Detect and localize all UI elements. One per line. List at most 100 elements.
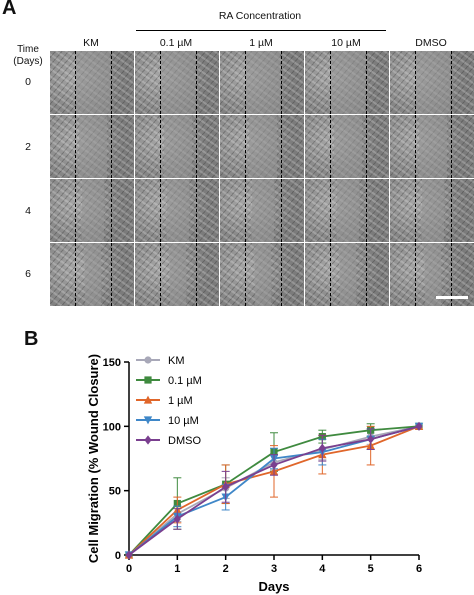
wound-gap bbox=[75, 51, 110, 114]
row-label-day-4: 4 bbox=[25, 205, 31, 217]
micrograph-tile bbox=[50, 51, 135, 115]
micrograph-tile bbox=[305, 243, 390, 307]
micrograph-tile bbox=[135, 179, 220, 243]
micrograph-tile bbox=[220, 179, 305, 243]
wound-edge-dashed-line bbox=[195, 243, 197, 306]
micrograph-grid bbox=[50, 51, 474, 307]
wound-gap bbox=[415, 51, 450, 114]
wound-edge-dashed-line bbox=[244, 51, 246, 114]
time-days-label: Time (Days) bbox=[10, 44, 46, 68]
micrograph-tile bbox=[50, 243, 135, 307]
x-tick-label: 6 bbox=[416, 563, 422, 575]
wound-edge-dashed-line bbox=[244, 243, 246, 306]
micrograph-tile bbox=[220, 51, 305, 115]
data-point bbox=[318, 443, 326, 453]
wound-edge-dashed-line bbox=[365, 115, 367, 178]
wound-edge-dashed-line bbox=[414, 51, 416, 114]
wound-edge-dashed-line bbox=[110, 243, 112, 306]
wound-gap bbox=[251, 179, 274, 242]
wound-edge-dashed-line bbox=[244, 179, 246, 242]
wound-gap bbox=[160, 51, 195, 114]
wound-edge-dashed-line bbox=[365, 179, 367, 242]
legend-marker bbox=[143, 395, 153, 404]
data-point bbox=[173, 514, 181, 524]
panel-b-letter: B bbox=[24, 328, 39, 350]
wound-gap bbox=[84, 243, 101, 306]
panel-a-letter: A bbox=[2, 0, 17, 19]
x-tick-label: 0 bbox=[126, 563, 132, 575]
row-label-day-0: 0 bbox=[25, 76, 31, 88]
micrograph-tile bbox=[220, 115, 305, 179]
legend-label: 0.1 µM bbox=[168, 375, 202, 387]
wound-edge-dashed-line bbox=[329, 115, 331, 178]
wound-gap bbox=[336, 179, 359, 242]
wound-gap bbox=[339, 243, 356, 306]
x-tick-label: 1 bbox=[174, 563, 180, 575]
wound-gap bbox=[418, 115, 447, 178]
micrograph-tile bbox=[135, 115, 220, 179]
wound-gap bbox=[78, 115, 107, 178]
wound-gap bbox=[248, 115, 277, 178]
wound-edge-dashed-line bbox=[110, 51, 112, 114]
wound-closure-chart: 0 50 100 150 0 1 2 3 4 5 6 Days Cell Migration (% Wo… bbox=[86, 354, 424, 594]
micrograph-tile bbox=[390, 51, 474, 115]
column-header-0-1um: 0.1 µM bbox=[159, 37, 193, 49]
wound-edge-dashed-line bbox=[450, 51, 452, 114]
wound-edge-dashed-line bbox=[110, 179, 112, 242]
wound-edge-dashed-line bbox=[365, 243, 367, 306]
x-tick-label: 3 bbox=[271, 563, 277, 575]
legend-label: KM bbox=[168, 355, 185, 367]
wound-edge-dashed-line bbox=[159, 179, 161, 242]
wound-edge-dashed-line bbox=[110, 115, 112, 178]
wound-edge-dashed-line bbox=[450, 179, 452, 242]
wound-edge-dashed-line bbox=[195, 115, 197, 178]
wound-gap bbox=[330, 51, 365, 114]
y-tick-label: 100 bbox=[103, 421, 121, 433]
wound-edge-dashed-line bbox=[329, 179, 331, 242]
wound-edge-dashed-line bbox=[74, 243, 76, 306]
wound-gap bbox=[421, 179, 444, 242]
column-header-1um: 1 µM bbox=[249, 37, 273, 49]
legend-marker bbox=[144, 376, 152, 384]
micrograph-tile bbox=[305, 51, 390, 115]
ra-concentration-bracket-line bbox=[136, 30, 386, 31]
micrograph-tile bbox=[305, 179, 390, 243]
legend-marker bbox=[144, 356, 152, 364]
wound-edge-dashed-line bbox=[280, 243, 282, 306]
wound-edge-dashed-line bbox=[329, 51, 331, 114]
wound-edge-dashed-line bbox=[280, 51, 282, 114]
micrograph-tile bbox=[390, 243, 474, 307]
wound-edge-dashed-line bbox=[74, 115, 76, 178]
wound-edge-dashed-line bbox=[450, 243, 452, 306]
wound-edge-dashed-line bbox=[450, 115, 452, 178]
data-point bbox=[125, 550, 133, 560]
micrograph-tile bbox=[135, 51, 220, 115]
wound-edge-dashed-line bbox=[414, 179, 416, 242]
wound-gap bbox=[81, 179, 104, 242]
wound-edge-dashed-line bbox=[244, 115, 246, 178]
wound-gap bbox=[163, 115, 192, 178]
legend-label: 10 µM bbox=[168, 415, 199, 427]
column-header-dmso: DMSO bbox=[415, 37, 447, 49]
x-tick-label: 5 bbox=[368, 563, 374, 575]
time-label-line1: Time bbox=[17, 44, 39, 55]
legend-label: DMSO bbox=[168, 435, 201, 447]
wound-edge-dashed-line bbox=[414, 243, 416, 306]
micrograph-tile bbox=[390, 179, 474, 243]
wound-edge-dashed-line bbox=[195, 179, 197, 242]
wound-gap bbox=[333, 115, 362, 178]
wound-gap bbox=[169, 243, 186, 306]
column-header-km: KM bbox=[83, 37, 99, 49]
wound-gap bbox=[166, 179, 189, 242]
micrograph-tile bbox=[390, 115, 474, 179]
x-tick-label: 4 bbox=[319, 563, 326, 575]
wound-edge-dashed-line bbox=[159, 243, 161, 306]
x-tick-label: 2 bbox=[223, 563, 229, 575]
wound-edge-dashed-line bbox=[280, 179, 282, 242]
micrograph-tile bbox=[50, 115, 135, 179]
time-label-line2: (Days) bbox=[13, 56, 43, 67]
micrograph-tile bbox=[50, 179, 135, 243]
wound-edge-dashed-line bbox=[159, 51, 161, 114]
y-axis-title: Cell Migration (% Wound Closure) bbox=[86, 354, 101, 563]
legend-label: 1 µM bbox=[168, 395, 193, 407]
